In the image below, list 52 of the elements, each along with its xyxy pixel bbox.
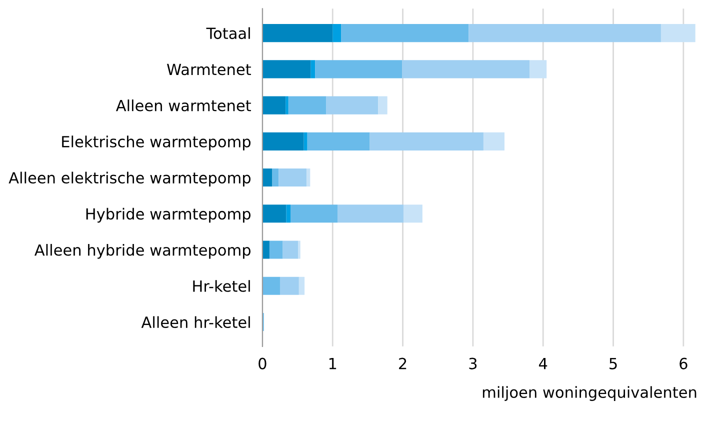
x-tick-label: 5 [610,358,617,370]
bar [483,132,505,150]
x-tick-label: 0 [258,358,266,370]
bar [286,96,288,114]
bar [315,60,402,78]
bar [286,204,291,223]
bar [468,24,661,42]
bar [378,96,388,114]
x-axis-title: miljoen woningequivalenten [482,386,696,401]
bar [310,60,316,78]
y-tick-label: Alleen hr-ketel [141,316,250,328]
bar [326,96,378,114]
y-tick-label: Totaal [206,27,250,40]
bar [272,168,279,187]
y-tick-label: Elektrische warmtepomp [62,136,251,150]
x-tick-label: 3 [469,358,477,370]
bar [403,204,422,223]
bar [530,60,547,78]
bar [262,60,311,78]
bar [307,132,370,150]
x-tick-label: 2 [399,358,406,370]
bar [306,168,310,187]
bar [660,24,696,42]
y-tick-label: Warmtenet [166,64,251,76]
y-tick-label: Alleen elektrische warmtepomp [8,172,251,187]
y-tick-label: Hybride warmtepomp [86,208,250,223]
bar [341,24,469,42]
bar [262,240,270,259]
bar [269,240,283,259]
bar [370,132,484,150]
bar [262,204,286,223]
bar [298,276,305,295]
bar [304,132,308,150]
y-tick-label: Hr-ketel [193,280,250,292]
bar [332,24,342,42]
bar [280,276,299,295]
x-tick-label: 4 [538,358,548,370]
bar [262,96,286,114]
x-tick-label: 6 [680,358,688,370]
bar [282,240,298,259]
bar [278,168,307,187]
bar [290,204,338,223]
x-tick-label: 1 [329,358,336,370]
bar [288,96,326,114]
bar [262,276,280,295]
y-tick-label: Alleen hybride warmtepomp [34,244,250,259]
bar [262,132,304,150]
bar [262,24,333,42]
bar [262,168,272,187]
y-tick-label: Alleen warmtenet [116,99,251,112]
bar [402,60,530,78]
bar [338,204,404,223]
